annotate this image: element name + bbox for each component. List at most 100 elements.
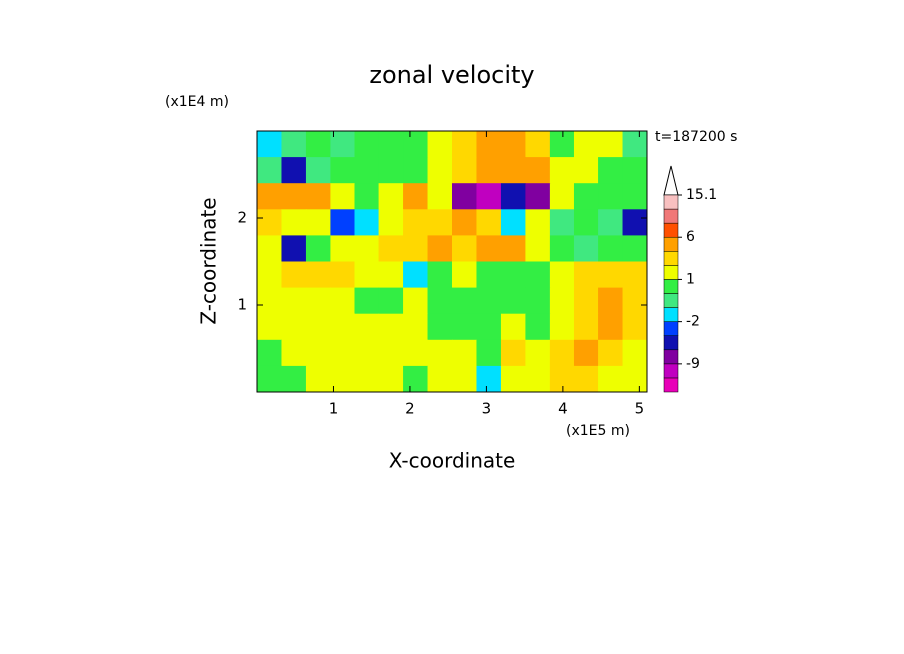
colorbar-segment	[663, 251, 679, 266]
contour-cell	[598, 157, 624, 184]
contour-cell	[403, 261, 429, 289]
contour-cell	[354, 261, 380, 289]
contour-cell	[281, 131, 307, 158]
contour-cell	[257, 131, 282, 158]
contour-cell	[549, 261, 575, 289]
contour-cell	[452, 287, 477, 315]
colorbar-segment	[663, 293, 679, 308]
contour-cell	[257, 209, 282, 236]
contour-cell	[427, 365, 453, 393]
contour-cell	[622, 287, 648, 315]
contour-cell	[500, 287, 526, 315]
contour-cell	[378, 339, 404, 367]
contour-cell	[257, 339, 282, 367]
contour-cell	[549, 313, 575, 341]
contour-cell	[476, 313, 502, 341]
contour-cell	[330, 157, 355, 184]
y-axis-label: Z-coordinate	[197, 197, 221, 324]
contour-cell	[452, 209, 477, 236]
contour-cell	[500, 261, 526, 289]
colorbar-segment	[663, 265, 679, 280]
contour-cell	[330, 261, 355, 289]
contour-cell	[573, 183, 599, 210]
contour-cell	[305, 365, 331, 393]
contour-cell	[257, 235, 282, 262]
x-tick-label: 5	[635, 400, 645, 418]
colorbar-tick-label: 1	[686, 271, 695, 287]
contour-cell	[549, 209, 575, 236]
x-unit: (x1E5 m)	[566, 423, 630, 439]
contour-cell	[598, 339, 624, 367]
x-tick-label: 3	[482, 400, 492, 418]
contour-cell	[549, 235, 575, 262]
x-axis-label: X-coordinate	[389, 449, 516, 473]
colorbar-segment	[663, 377, 679, 393]
contour-cell	[378, 183, 404, 210]
contour-cell	[305, 313, 331, 341]
colorbar-tick-label: -9	[686, 356, 700, 372]
contour-cell	[549, 183, 575, 210]
colorbar-segment	[663, 194, 679, 210]
contour-cell	[330, 209, 355, 236]
contour-cell	[354, 287, 380, 315]
contour-cell	[500, 365, 526, 393]
contour-cell	[476, 131, 502, 158]
contour-cell	[281, 209, 307, 236]
contour-cell	[525, 339, 551, 367]
contour-cell	[452, 131, 477, 158]
colorbar-segment	[663, 222, 679, 238]
contour-cell	[622, 261, 648, 289]
contour-cell	[330, 339, 355, 367]
colorbar-segment	[663, 363, 679, 379]
contour-cell	[622, 131, 648, 158]
contour-cell	[305, 209, 331, 236]
contour-cell	[573, 157, 599, 184]
colorbar-segment	[663, 236, 679, 252]
contour-cell	[403, 235, 429, 262]
contour-cell	[378, 261, 404, 289]
contour-cell	[281, 261, 307, 289]
contour-cell	[622, 235, 648, 262]
contour-cell	[305, 261, 331, 289]
contour-cell	[525, 287, 551, 315]
contour-cell	[549, 157, 575, 184]
contour-cell	[525, 209, 551, 236]
contour-cell	[500, 157, 526, 184]
contour-cell	[476, 209, 502, 236]
contour-cell	[622, 157, 648, 184]
contour-cell	[378, 209, 404, 236]
contour-cell	[452, 365, 477, 393]
contour-cell	[598, 209, 624, 236]
contour-cell	[403, 287, 429, 315]
contour-cell	[549, 339, 575, 367]
contour-cell	[378, 287, 404, 315]
contour-cell	[378, 365, 404, 393]
contour-cell	[257, 183, 282, 210]
contour-cell	[598, 313, 624, 341]
contour-cell	[573, 287, 599, 315]
contour-cell	[354, 339, 380, 367]
contour-cell	[427, 157, 453, 184]
contour-cell	[452, 235, 477, 262]
colorbar-tick-label: 15.1	[686, 187, 717, 203]
colorbar-segment	[663, 307, 679, 322]
contour-cell	[622, 209, 648, 236]
contour-cell	[427, 131, 453, 158]
chart-title: zonal velocity	[369, 61, 534, 89]
contour-cell	[378, 157, 404, 184]
contour-cell	[427, 261, 453, 289]
contour-cell	[427, 183, 453, 210]
contour-cell	[257, 287, 282, 315]
contour-cell	[476, 235, 502, 262]
colorbar-segment	[663, 279, 679, 294]
contour-cell	[257, 157, 282, 184]
contour-cell	[500, 235, 526, 262]
contour-cell	[305, 157, 331, 184]
contour-cell	[598, 235, 624, 262]
contour-cell	[305, 183, 331, 210]
contour-cell	[281, 313, 307, 341]
contour-cell	[330, 313, 355, 341]
contour-cell	[403, 183, 429, 210]
contour-cell	[281, 287, 307, 315]
